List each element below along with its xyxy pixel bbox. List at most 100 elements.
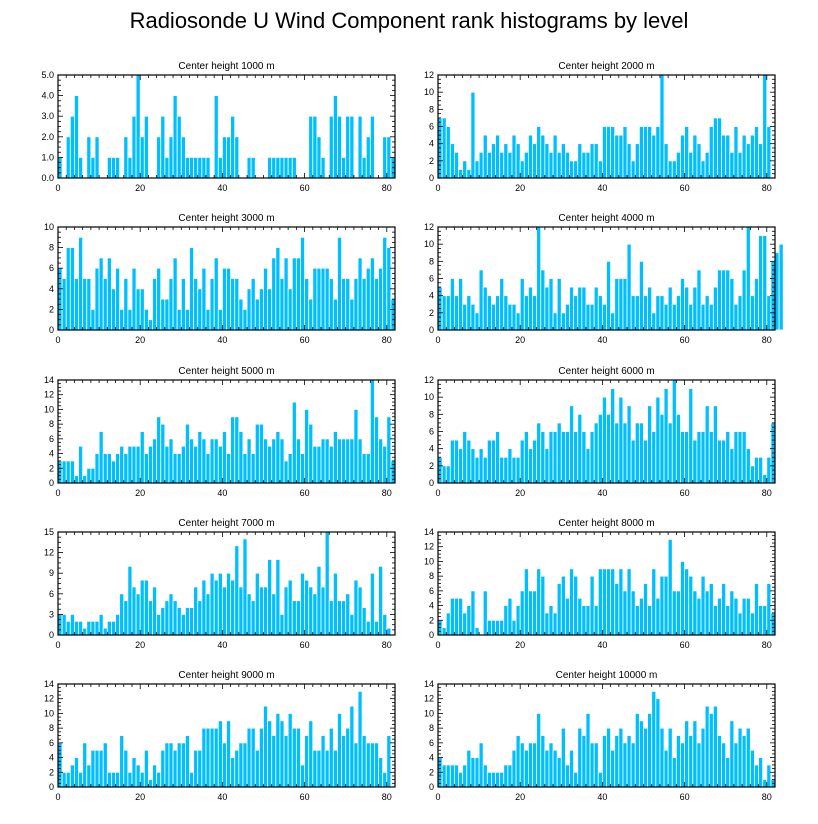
x-tick-label: 0 — [435, 183, 440, 193]
histogram-bar — [560, 575, 566, 636]
y-tick-label: 12 — [424, 222, 434, 232]
histogram-bar — [283, 257, 289, 331]
histogram-bar — [441, 764, 447, 788]
histogram-bar — [614, 134, 620, 179]
histogram-bar — [324, 531, 330, 636]
histogram-bar — [185, 607, 190, 636]
histogram-bar — [143, 579, 149, 636]
histogram-bar — [176, 308, 182, 331]
y-tick-label: 2 — [49, 463, 54, 473]
histogram-bar — [519, 590, 525, 636]
histogram-bar — [345, 115, 351, 179]
y-tick-label: 6 — [429, 586, 434, 596]
histogram-bar — [148, 600, 153, 636]
histogram-bar — [263, 438, 268, 484]
histogram-panel-10: Center height 10000 m 0 20 40 60 80 0 2 4 6 8 10 12 1… — [424, 670, 776, 802]
histogram-bar — [230, 579, 236, 636]
histogram-bar — [486, 439, 492, 484]
panel-title: Center height 1000 m — [178, 61, 274, 72]
panel-title: Center height 6000 m — [558, 366, 654, 377]
histogram-bar — [569, 568, 575, 636]
histogram-bar — [577, 597, 583, 636]
histogram-bar — [523, 749, 529, 788]
histogram-bar — [332, 431, 338, 484]
histogram-bar — [729, 151, 735, 179]
histogram-bar — [221, 267, 227, 331]
histogram-bar — [762, 74, 768, 179]
histogram-bar — [123, 278, 129, 331]
histogram-bar — [667, 286, 673, 331]
histogram-bar — [597, 771, 603, 788]
histogram-bar — [139, 288, 145, 331]
histogram-bar — [540, 431, 546, 484]
histogram-bar — [172, 257, 178, 331]
histogram-bar — [209, 278, 215, 331]
histogram-bar — [511, 303, 517, 331]
histogram-bar — [663, 303, 669, 331]
histogram-bar — [503, 605, 509, 636]
histogram-bar — [123, 749, 129, 788]
histogram-bar — [152, 764, 158, 788]
histogram-bar — [556, 757, 562, 788]
histogram-bar — [626, 735, 632, 788]
histogram-bar — [491, 439, 496, 484]
x-tick-label: 80 — [762, 183, 772, 193]
histogram-bar — [226, 720, 232, 788]
histogram-bar — [197, 749, 203, 788]
histogram-bar — [737, 431, 743, 484]
histogram-bar — [482, 286, 488, 331]
histogram-bar — [466, 295, 472, 331]
histogram-panel-6: Center height 6000 m 0 20 40 60 80 0 2 4 6 8 10 12 — [424, 366, 776, 498]
panel-title: Center height 9000 m — [178, 670, 274, 681]
histogram-bar — [365, 620, 371, 636]
y-tick-label: 6 — [49, 263, 54, 273]
histogram-bar — [168, 742, 174, 788]
histogram-bar — [692, 439, 698, 484]
histogram-bar — [532, 143, 538, 179]
histogram-bar — [193, 278, 199, 331]
histogram-bar — [638, 720, 644, 788]
histogram-bar — [671, 160, 677, 179]
histogram-bar — [745, 143, 751, 179]
histogram-bar — [205, 308, 211, 331]
histogram-bar — [667, 727, 673, 788]
histogram-bar — [65, 460, 71, 484]
histogram-bar — [320, 156, 326, 179]
histogram-bar — [638, 597, 644, 636]
histogram-bar — [205, 453, 211, 484]
histogram-bar — [90, 620, 96, 636]
histogram-bar — [758, 235, 764, 331]
histogram-bar — [374, 416, 379, 484]
histogram-bar — [312, 115, 318, 179]
histogram-bar — [61, 771, 67, 788]
histogram-bar — [754, 764, 759, 788]
y-tick-label: 6 — [429, 738, 434, 748]
histogram-bar — [495, 771, 501, 788]
x-tick-label: 0 — [435, 792, 440, 802]
histogram-bar — [168, 136, 174, 179]
histogram-bar — [115, 267, 121, 331]
histogram-bar — [115, 453, 121, 484]
histogram-bar — [349, 298, 355, 331]
histogram-bar — [86, 278, 92, 331]
histogram-bar — [544, 448, 550, 484]
histogram-panel-5: Center height 5000 m 0 20 40 60 80 0 2 4 6 8 10 12 14 — [44, 366, 396, 498]
histogram-bar — [758, 757, 764, 788]
histogram-bar — [291, 156, 297, 179]
histogram-bar — [445, 612, 451, 636]
histogram-bar — [291, 257, 297, 331]
x-tick-label: 60 — [680, 640, 690, 650]
histogram-bar — [78, 236, 84, 331]
histogram-bar — [663, 749, 669, 788]
histogram-bar — [308, 423, 314, 484]
histogram-bar — [741, 597, 747, 636]
histogram-bar — [491, 771, 496, 788]
histogram-bar — [135, 593, 141, 636]
histogram-bar — [74, 278, 79, 331]
histogram-bar — [300, 236, 305, 331]
y-tick-label: 14 — [44, 679, 54, 689]
histogram-bar — [201, 156, 207, 179]
histogram-bar — [201, 267, 207, 331]
histogram-bar — [528, 134, 533, 179]
y-tick-label: 4 — [429, 753, 434, 763]
